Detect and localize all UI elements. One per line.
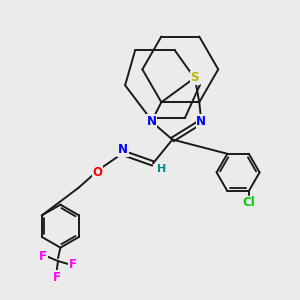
- Text: N: N: [196, 115, 206, 128]
- Text: F: F: [52, 271, 61, 284]
- Text: O: O: [93, 167, 103, 179]
- Text: Cl: Cl: [242, 196, 255, 209]
- Text: N: N: [146, 115, 157, 128]
- Text: H: H: [157, 164, 166, 174]
- Text: F: F: [69, 258, 77, 271]
- Text: N: N: [118, 143, 128, 156]
- Text: S: S: [190, 71, 199, 84]
- Text: F: F: [39, 250, 47, 263]
